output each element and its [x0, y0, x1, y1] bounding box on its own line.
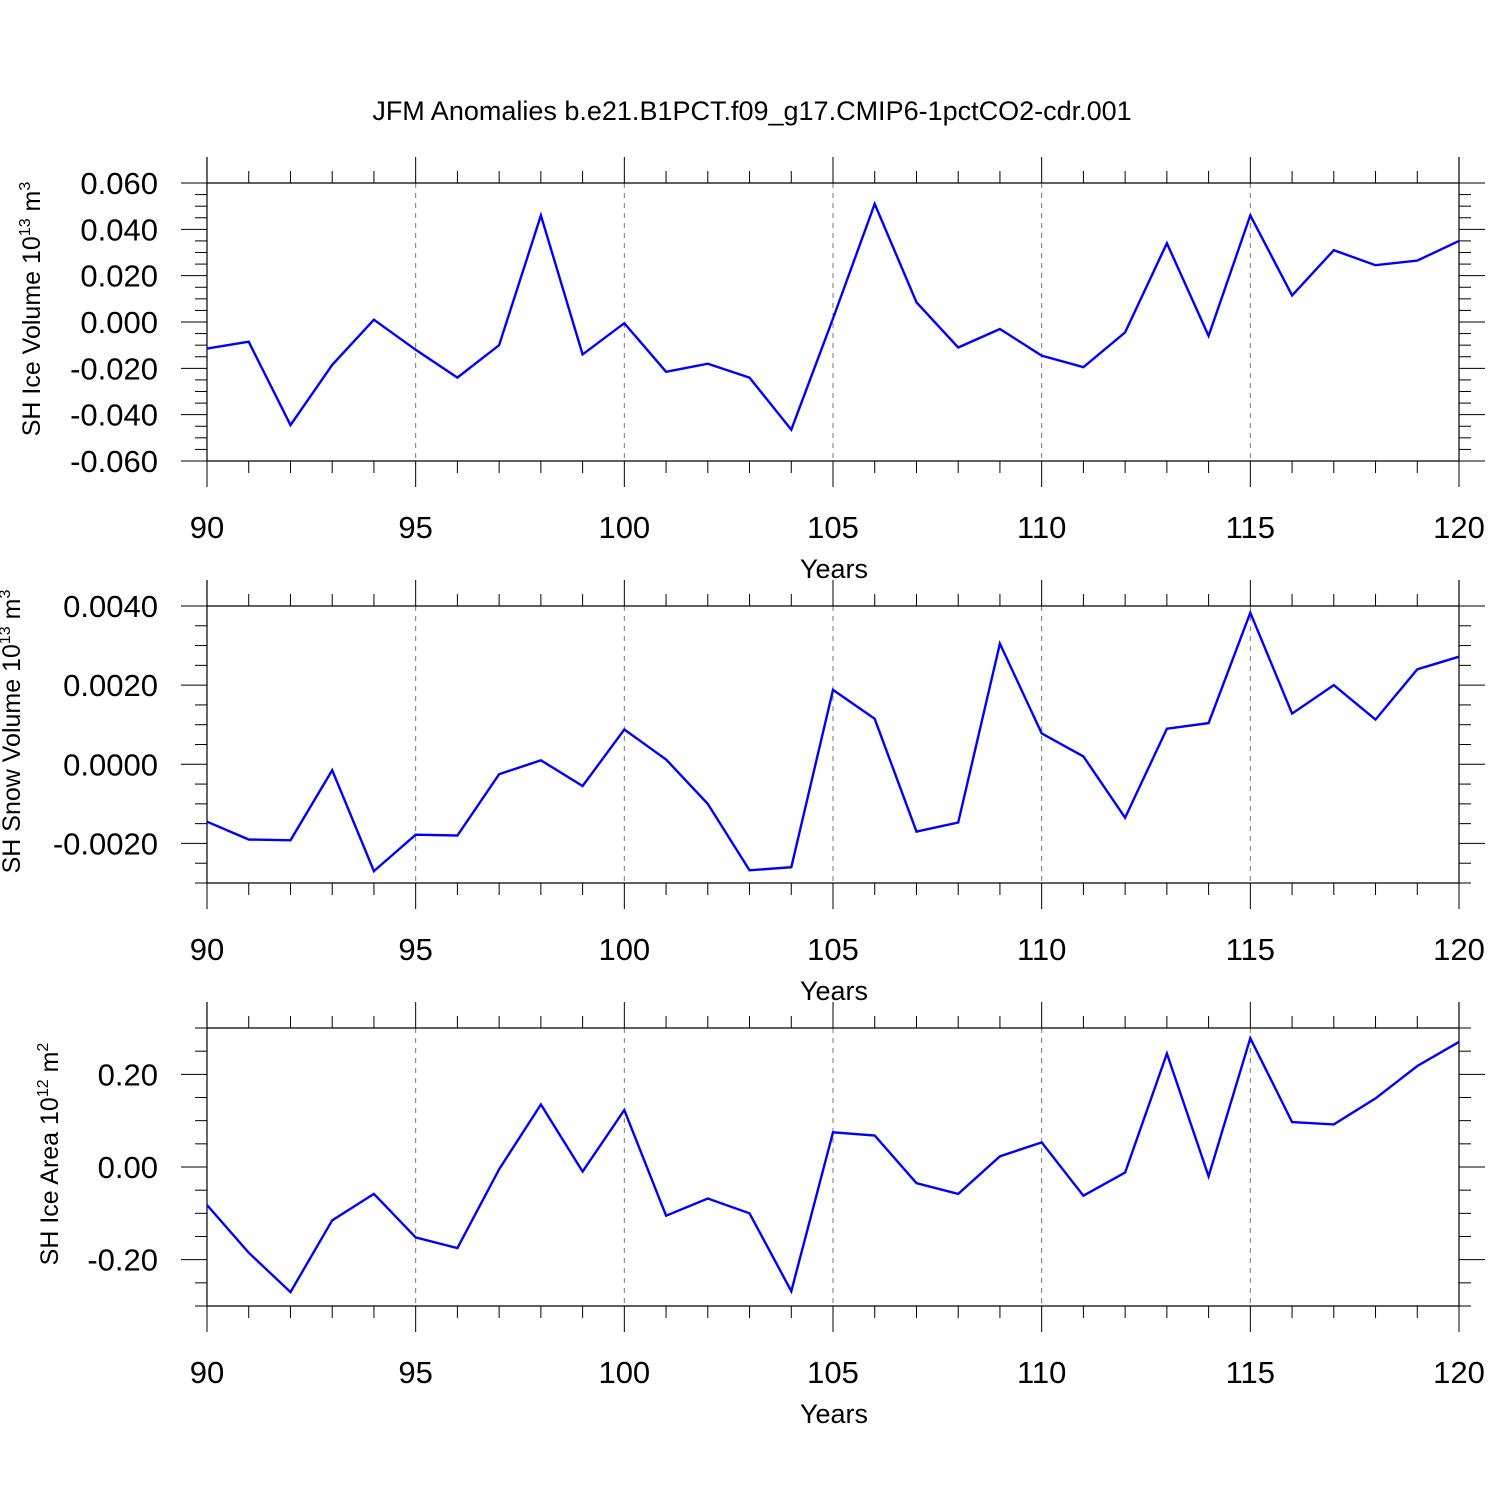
x-tick-label: 120	[1433, 510, 1485, 545]
y-tick-label: 0.00	[98, 1150, 158, 1185]
x-tick-label: 105	[807, 1355, 859, 1390]
x-tick-label: 100	[598, 1355, 650, 1390]
y-tick-label: 0.000	[80, 305, 158, 340]
x-tick-label: 95	[398, 1355, 432, 1390]
y-tick-label: -0.040	[70, 398, 158, 433]
x-axis-label: Years	[800, 1399, 868, 1429]
series-line	[206, 1034, 1460, 1295]
x-tick-label: 95	[398, 510, 432, 545]
unit-exponent: 2	[35, 1043, 52, 1052]
x-tick-label: 90	[190, 1355, 224, 1390]
x-tick-label: 110	[1017, 932, 1066, 967]
x-tick-label: 105	[807, 932, 859, 967]
x-tick-label: 115	[1226, 1355, 1275, 1390]
panels: 90 95 100 105 110 115 120 -0.060 -0.040 -0.020 0.0…	[0, 157, 1485, 1429]
y-tick-label: 0.020	[80, 259, 158, 294]
y-tick-label: 0.040	[80, 212, 158, 247]
y-axis-label: SH Ice Area 1012 m2	[35, 1043, 64, 1266]
y-tick-label: 0.0040	[63, 589, 158, 624]
x-tick-label: 120	[1433, 932, 1485, 967]
x-tick-label: 120	[1433, 1355, 1485, 1390]
series-line	[206, 609, 1460, 874]
x-tick-label: 90	[190, 510, 224, 545]
x-tick-label: 110	[1017, 1355, 1066, 1390]
y-tick-label: 0.0000	[63, 747, 158, 782]
panel-3: 90 95 100 105 110 115 120 -0.20 0.00 0.20 Years SH …	[35, 1002, 1485, 1429]
y-tick-label: 0.0020	[63, 668, 158, 703]
y-axis-label: SH Snow Volume 1013 m3	[0, 590, 26, 874]
x-tick-label: 95	[398, 932, 432, 967]
y-tick-label: -0.20	[87, 1243, 158, 1278]
panel-2: 90 95 100 105 110 115 120 -0.0020 0.0000 0.0020 0.…	[0, 580, 1485, 1006]
x-tick-label: 100	[598, 932, 650, 967]
y-tick-label: -0.0020	[53, 826, 158, 861]
unit-exponent: 3	[0, 590, 14, 599]
x-tick-label: 105	[807, 510, 859, 545]
y-tick-label: 0.060	[80, 166, 158, 201]
unit-exponent: 3	[17, 182, 34, 191]
y-tick-label: 0.20	[98, 1057, 158, 1092]
x-axis-label: Years	[800, 554, 868, 584]
x-tick-label: 90	[190, 932, 224, 967]
x-tick-label: 115	[1226, 932, 1275, 967]
x-tick-label: 115	[1226, 510, 1275, 545]
y-axis-label: SH Ice Volume 1013 m3	[17, 182, 46, 437]
y-tick-label: -0.060	[70, 444, 158, 479]
x-axis-label: Years	[800, 976, 868, 1006]
x-tick-label: 100	[598, 510, 650, 545]
figure-title: JFM Anomalies b.e21.B1PCT.f09_g17.CMIP6-…	[372, 96, 1131, 126]
panel-1: 90 95 100 105 110 115 120 -0.060 -0.040 -0.020 0.0…	[17, 157, 1485, 584]
y-tick-label: -0.020	[70, 351, 158, 386]
x-tick-label: 110	[1017, 510, 1066, 545]
